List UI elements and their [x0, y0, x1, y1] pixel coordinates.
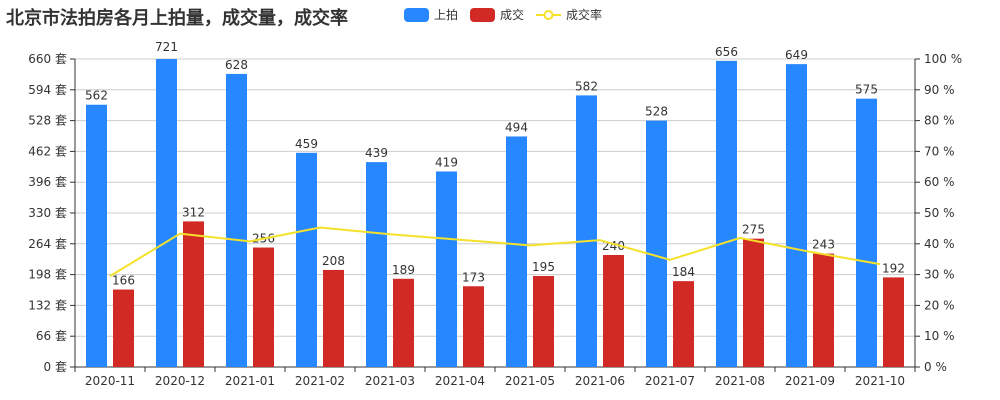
bar-listed	[436, 171, 457, 367]
legend-label: 上拍	[434, 8, 459, 22]
y-right-tick-label: 60 %	[924, 175, 955, 189]
bar-sold	[673, 281, 694, 367]
y-right-tick-label: 90 %	[924, 83, 955, 97]
data-label: 721	[155, 40, 178, 54]
y-left-tick-label: 330 套	[28, 206, 67, 220]
legend-line-icon	[536, 9, 562, 20]
y-right-tick-label: 50 %	[924, 206, 955, 220]
y-left-tick-label: 528 套	[28, 114, 67, 128]
bar-sold	[393, 278, 414, 367]
data-label: 494	[505, 120, 528, 134]
legend-label: 成交率	[566, 8, 603, 22]
bar-listed	[86, 104, 107, 367]
bar-sold	[253, 247, 274, 367]
bar-sold	[813, 253, 834, 367]
bar-listed	[366, 162, 387, 367]
bar-listed	[506, 136, 527, 367]
data-label: 243	[812, 238, 835, 252]
data-label: 562	[85, 89, 108, 103]
x-tick-label: 2021-02	[295, 374, 345, 388]
chart-title: 北京市法拍房各月上拍量，成交量，成交率	[6, 8, 348, 29]
y-right-tick-label: 40 %	[924, 237, 955, 251]
data-label: 528	[645, 105, 668, 119]
y-right-tick-label: 80 %	[924, 114, 955, 128]
y-right-tick-label: 0 %	[924, 360, 947, 374]
bar-sold	[323, 269, 344, 367]
data-label: 173	[462, 270, 485, 284]
data-label: 312	[182, 205, 205, 219]
data-label: 189	[392, 263, 415, 277]
y-left-tick-label: 462 套	[28, 144, 67, 158]
bar-listed	[716, 60, 737, 367]
y-left-tick-label: 132 套	[28, 298, 67, 312]
y-left-tick-label: 66 套	[36, 329, 67, 343]
y-right-tick-label: 10 %	[924, 329, 955, 343]
data-label: 192	[882, 261, 905, 275]
y-left-tick-label: 0 套	[44, 360, 67, 374]
bar-sold	[883, 277, 904, 367]
x-tick-label: 2021-04	[435, 374, 485, 388]
data-label: 195	[532, 260, 555, 274]
data-label: 582	[575, 79, 598, 93]
bar-listed	[156, 59, 177, 367]
legend-item-listed[interactable]: 上拍	[404, 6, 458, 23]
bar-sold	[743, 238, 764, 367]
legend: 上拍 成交 成交率	[404, 6, 602, 23]
data-label: 208	[322, 254, 345, 268]
data-label: 575	[855, 83, 878, 97]
legend-swatch	[404, 7, 429, 22]
data-label: 649	[785, 48, 808, 62]
data-label: 656	[715, 45, 738, 59]
legend-item-sold[interactable]: 成交	[470, 6, 524, 23]
y-left-tick-label: 198 套	[28, 268, 67, 282]
data-label: 628	[225, 58, 248, 72]
y-left-tick-label: 264 套	[28, 237, 67, 251]
data-label: 419	[435, 155, 458, 169]
x-tick-label: 2021-03	[365, 374, 415, 388]
data-label: 275	[742, 223, 765, 237]
bar-sold	[113, 289, 134, 367]
y-left-tick-label: 660 套	[28, 52, 67, 66]
bar-sold	[183, 221, 204, 367]
bar-sold	[463, 286, 484, 367]
data-label: 166	[112, 274, 135, 288]
y-right-tick-label: 30 %	[924, 268, 955, 282]
y-right-tick-label: 70 %	[924, 144, 955, 158]
x-tick-label: 2021-07	[645, 374, 695, 388]
legend-label: 成交	[500, 8, 525, 22]
bar-listed	[646, 120, 667, 367]
bar-listed	[226, 73, 247, 367]
x-tick-label: 2020-11	[85, 374, 135, 388]
x-tick-label: 2021-10	[855, 374, 905, 388]
x-tick-label: 2021-09	[785, 374, 835, 388]
data-label: 459	[295, 137, 318, 151]
bar-listed	[576, 95, 597, 368]
x-tick-label: 2021-08	[715, 374, 765, 388]
legend-swatch	[470, 7, 496, 22]
y-left-tick-label: 594 套	[28, 83, 67, 97]
x-tick-label: 2020-12	[155, 374, 205, 388]
bar-listed	[856, 98, 877, 368]
bar-sold	[533, 276, 554, 367]
bar-listed	[786, 64, 807, 367]
legend-item-rate[interactable]: 成交率	[536, 6, 602, 23]
x-tick-label: 2021-05	[505, 374, 555, 388]
y-right-tick-label: 100 %	[924, 52, 962, 66]
bar-listed	[296, 152, 317, 367]
bar-sold	[603, 255, 624, 367]
x-tick-label: 2021-01	[225, 374, 275, 388]
data-label: 184	[672, 265, 695, 279]
x-tick-label: 2021-06	[575, 374, 625, 388]
y-right-tick-label: 20 %	[924, 298, 955, 312]
data-label: 439	[365, 146, 388, 160]
y-left-tick-label: 396 套	[28, 175, 67, 189]
rate-line	[109, 226, 881, 277]
